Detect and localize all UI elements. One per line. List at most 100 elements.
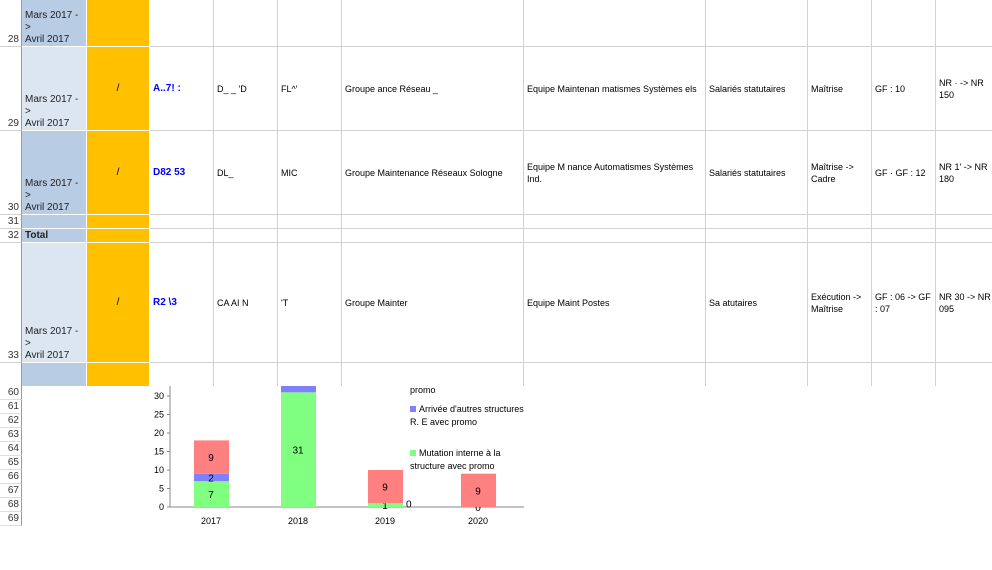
cell-id[interactable] xyxy=(150,229,214,243)
cell-nr[interactable] xyxy=(936,0,992,47)
cell-college[interactable] xyxy=(808,0,872,47)
cell-groupe[interactable] xyxy=(342,363,524,386)
data-label: 7 xyxy=(208,490,214,501)
cell-period[interactable]: Mars 2017 - > Avril 2017 xyxy=(22,243,87,363)
cell-mark[interactable] xyxy=(87,215,150,229)
cell-statut[interactable]: Sa atutaires xyxy=(706,243,808,363)
cell-nr[interactable]: NR 1' -> NR 180 xyxy=(936,131,992,215)
row-header[interactable]: 62 xyxy=(0,414,22,428)
row-header[interactable]: 64 xyxy=(0,442,22,456)
cell-id[interactable]: R2 \3 xyxy=(150,243,214,363)
row-header[interactable]: 29 xyxy=(0,47,22,131)
cell-nom[interactable] xyxy=(214,229,278,243)
cell-college[interactable]: Maîtrise xyxy=(808,47,872,131)
data-label: 9 xyxy=(208,453,214,464)
row-header[interactable]: 67 xyxy=(0,484,22,498)
row-header[interactable]: 33 xyxy=(0,243,22,363)
cell-period[interactable] xyxy=(22,215,87,229)
cell-gf[interactable] xyxy=(872,215,936,229)
row-header[interactable]: 32 xyxy=(0,229,22,243)
cell-id[interactable]: A..7! : xyxy=(150,47,214,131)
cell-mark[interactable]: / xyxy=(87,47,150,131)
cell-statut[interactable] xyxy=(706,0,808,47)
cell-prenom[interactable]: MIC xyxy=(278,131,342,215)
cell-college[interactable] xyxy=(808,363,872,386)
cell-period[interactable]: Mars 2017 - > Avril 2017 xyxy=(22,0,87,47)
cell-statut[interactable] xyxy=(706,215,808,229)
cell-id[interactable] xyxy=(150,363,214,386)
cell-college[interactable] xyxy=(808,229,872,243)
cell-prenom[interactable] xyxy=(278,215,342,229)
cell-equipe[interactable] xyxy=(524,0,706,47)
cell-nr[interactable] xyxy=(936,229,992,243)
cell-groupe[interactable] xyxy=(342,229,524,243)
cell-nom[interactable] xyxy=(214,0,278,47)
cell-prenom[interactable] xyxy=(278,229,342,243)
row-header[interactable]: 60 xyxy=(0,386,22,400)
row-header[interactable]: 61 xyxy=(0,400,22,414)
cell-equipe[interactable] xyxy=(524,215,706,229)
row-header[interactable]: 31 xyxy=(0,215,22,229)
cell-gf[interactable]: GF · GF : 12 xyxy=(872,131,936,215)
cell-mark[interactable] xyxy=(87,363,150,386)
stacked-bar-chart[interactable]: 0 5 10 15 20 25 30 2017 7 2 9 2018 31 2019 1 0 9 2020 0 9 p… xyxy=(150,386,530,536)
cell-equipe[interactable] xyxy=(524,363,706,386)
cell-groupe[interactable] xyxy=(342,215,524,229)
cell-equipe[interactable] xyxy=(524,229,706,243)
cell-prenom[interactable]: 'T xyxy=(278,243,342,363)
cell-gf[interactable] xyxy=(872,0,936,47)
row-header[interactable] xyxy=(0,363,22,386)
cell-groupe[interactable]: Groupe ance Réseau _ xyxy=(342,47,524,131)
row-header[interactable]: 66 xyxy=(0,470,22,484)
cell-nom[interactable]: CA AI N xyxy=(214,243,278,363)
cell-nr[interactable] xyxy=(936,363,992,386)
cell-mark[interactable] xyxy=(87,0,150,47)
cell-statut[interactable]: Salariés statutaires xyxy=(706,131,808,215)
row-header[interactable]: 65 xyxy=(0,456,22,470)
row-header[interactable]: 28 xyxy=(0,0,22,47)
cell-mark[interactable]: / xyxy=(87,243,150,363)
cell-equipe[interactable]: Equipe Maint Postes xyxy=(524,243,706,363)
cell-prenom[interactable] xyxy=(278,363,342,386)
cell-equipe[interactable]: Equipe M nance Automatismes Systèmes Ind… xyxy=(524,131,706,215)
cell-nr[interactable]: NR · -> NR 150 xyxy=(936,47,992,131)
cell-statut[interactable] xyxy=(706,363,808,386)
cell-college[interactable]: Maîtrise -> Cadre xyxy=(808,131,872,215)
row-header[interactable]: 68 xyxy=(0,498,22,512)
cell-id[interactable] xyxy=(150,0,214,47)
cell-mark[interactable] xyxy=(87,229,150,243)
cell-mark[interactable]: / xyxy=(87,131,150,215)
cell-period[interactable]: Mars 2017 - > Avril 2017 xyxy=(22,47,87,131)
cell-period[interactable]: Mars 2017 - > Avril 2017 xyxy=(22,131,87,215)
cell-statut[interactable] xyxy=(706,229,808,243)
cell-equipe[interactable]: Equipe Maintenan matismes Systèmes els xyxy=(524,47,706,131)
cell-gf[interactable] xyxy=(872,363,936,386)
row-header[interactable]: 63 xyxy=(0,428,22,442)
cell-period[interactable] xyxy=(22,363,87,386)
y-tick-label: 25 xyxy=(154,410,164,420)
cell-gf[interactable]: GF : 06 -> GF : 07 xyxy=(872,243,936,363)
cell-prenom[interactable]: FL^' xyxy=(278,47,342,131)
cell-nom[interactable] xyxy=(214,363,278,386)
cell-college[interactable]: Exécution -> Maîtrise xyxy=(808,243,872,363)
cell-nr[interactable] xyxy=(936,215,992,229)
cell-nom[interactable] xyxy=(214,215,278,229)
cell-groupe[interactable]: Groupe Mainter xyxy=(342,243,524,363)
cell-period[interactable]: Total xyxy=(22,229,87,243)
cell-groupe[interactable] xyxy=(342,0,524,47)
cell-gf[interactable] xyxy=(872,229,936,243)
cell-statut[interactable]: Salariés statutaires xyxy=(706,47,808,131)
cell-id[interactable] xyxy=(150,215,214,229)
cell-gf[interactable]: GF : 10 xyxy=(872,47,936,131)
legend-label: promo xyxy=(410,386,436,395)
row-header[interactable]: 69 xyxy=(0,512,22,526)
cell-prenom[interactable] xyxy=(278,0,342,47)
cell-nom[interactable]: D_ _ 'D xyxy=(214,47,278,131)
cell-id[interactable]: D82 53 xyxy=(150,131,214,215)
cell-nom[interactable]: DL_ xyxy=(214,131,278,215)
cell-nr[interactable]: NR 30 -> NR 095 xyxy=(936,243,992,363)
cell-groupe[interactable]: Groupe Maintenance Réseaux Sologne xyxy=(342,131,524,215)
row-header[interactable]: 30 xyxy=(0,131,22,215)
cell-college[interactable] xyxy=(808,215,872,229)
y-tick-label: 30 xyxy=(154,391,164,401)
